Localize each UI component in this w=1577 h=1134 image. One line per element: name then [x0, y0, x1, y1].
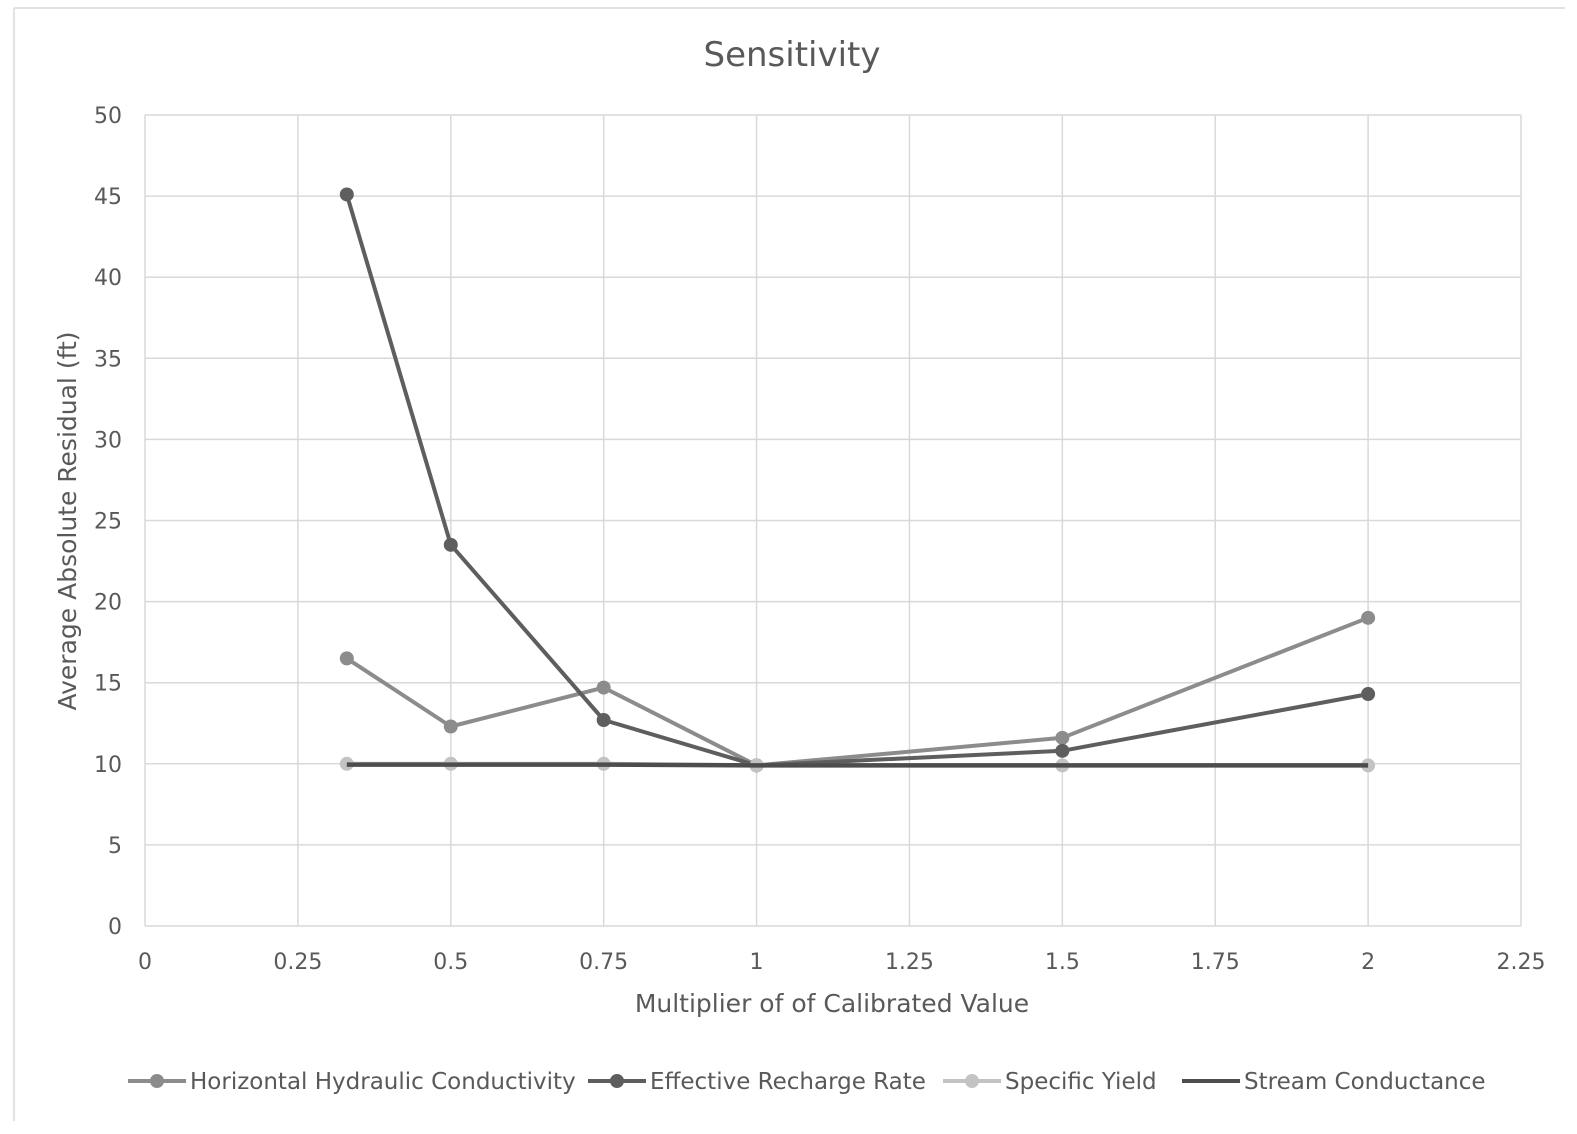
y-axis-ticks: 0 5 10 15 20 25 30 35 40 45 50	[94, 104, 122, 940]
x-tick-label: 1.5	[1045, 950, 1080, 975]
x-tick-label: 1.75	[1191, 950, 1240, 975]
series-layer	[339, 187, 1376, 773]
x-tick-label: 0.5	[433, 950, 468, 975]
data-point	[1361, 758, 1376, 773]
x-tick-label: 0	[138, 950, 152, 975]
series-4	[346, 762, 1369, 768]
data-point	[596, 680, 611, 695]
y-tick-label: 10	[94, 753, 122, 778]
data-point	[339, 187, 354, 202]
data-point	[1055, 730, 1070, 745]
series-line	[344, 193, 1369, 768]
series-1	[339, 610, 1376, 773]
data-point	[339, 651, 354, 666]
legend-swatch-marker	[150, 1074, 164, 1088]
data-point	[443, 719, 458, 734]
y-tick-label: 45	[94, 185, 122, 210]
y-tick-label: 30	[94, 428, 122, 453]
chart-title: Sensitivity	[703, 35, 880, 75]
data-point	[1055, 743, 1070, 758]
x-tick-label: 2.25	[1497, 950, 1546, 975]
y-tick-label: 40	[94, 266, 122, 291]
legend-label: Horizontal Hydraulic Conductivity	[190, 1069, 576, 1095]
x-axis-title: Multiplier of of Calibrated Value	[635, 989, 1029, 1018]
y-tick-label: 50	[94, 104, 122, 129]
data-point	[1361, 687, 1376, 702]
x-axis-ticks: 0 0.25 0.5 0.75 1 1.25 1.5 1.75 2 2.25	[138, 950, 1545, 975]
legend-item: Effective Recharge Rate	[588, 1069, 926, 1095]
legend-swatch-marker	[610, 1074, 624, 1088]
legend-label: Stream Conductance	[1244, 1069, 1486, 1095]
data-point	[596, 713, 611, 728]
y-axis-title: Average Absolute Residual (ft)	[53, 331, 82, 710]
series-line	[346, 762, 1369, 768]
legend: Horizontal Hydraulic Conductivity Effecti…	[128, 1069, 1486, 1095]
legend-swatch-marker	[965, 1074, 979, 1088]
x-tick-label: 1.25	[885, 950, 934, 975]
legend-item: Horizontal Hydraulic Conductivity	[128, 1069, 576, 1095]
y-tick-label: 25	[94, 510, 122, 535]
y-tick-label: 5	[108, 834, 122, 859]
x-tick-label: 0.75	[579, 950, 628, 975]
y-tick-label: 20	[94, 591, 122, 616]
legend-item: Specific Yield	[943, 1069, 1157, 1095]
y-tick-label: 15	[94, 672, 122, 697]
x-tick-label: 2	[1361, 950, 1375, 975]
series-2	[339, 187, 1376, 773]
series-line	[345, 615, 1369, 768]
legend-label: Effective Recharge Rate	[650, 1069, 926, 1095]
legend-item: Stream Conductance	[1182, 1069, 1486, 1095]
x-tick-label: 1	[750, 950, 764, 975]
data-point	[1361, 610, 1376, 625]
y-tick-label: 35	[94, 347, 122, 372]
legend-label: Specific Yield	[1005, 1069, 1157, 1095]
grid-layer	[144, 114, 1522, 927]
y-tick-label: 0	[108, 915, 122, 940]
data-point	[443, 537, 458, 552]
x-tick-label: 0.25	[273, 950, 322, 975]
